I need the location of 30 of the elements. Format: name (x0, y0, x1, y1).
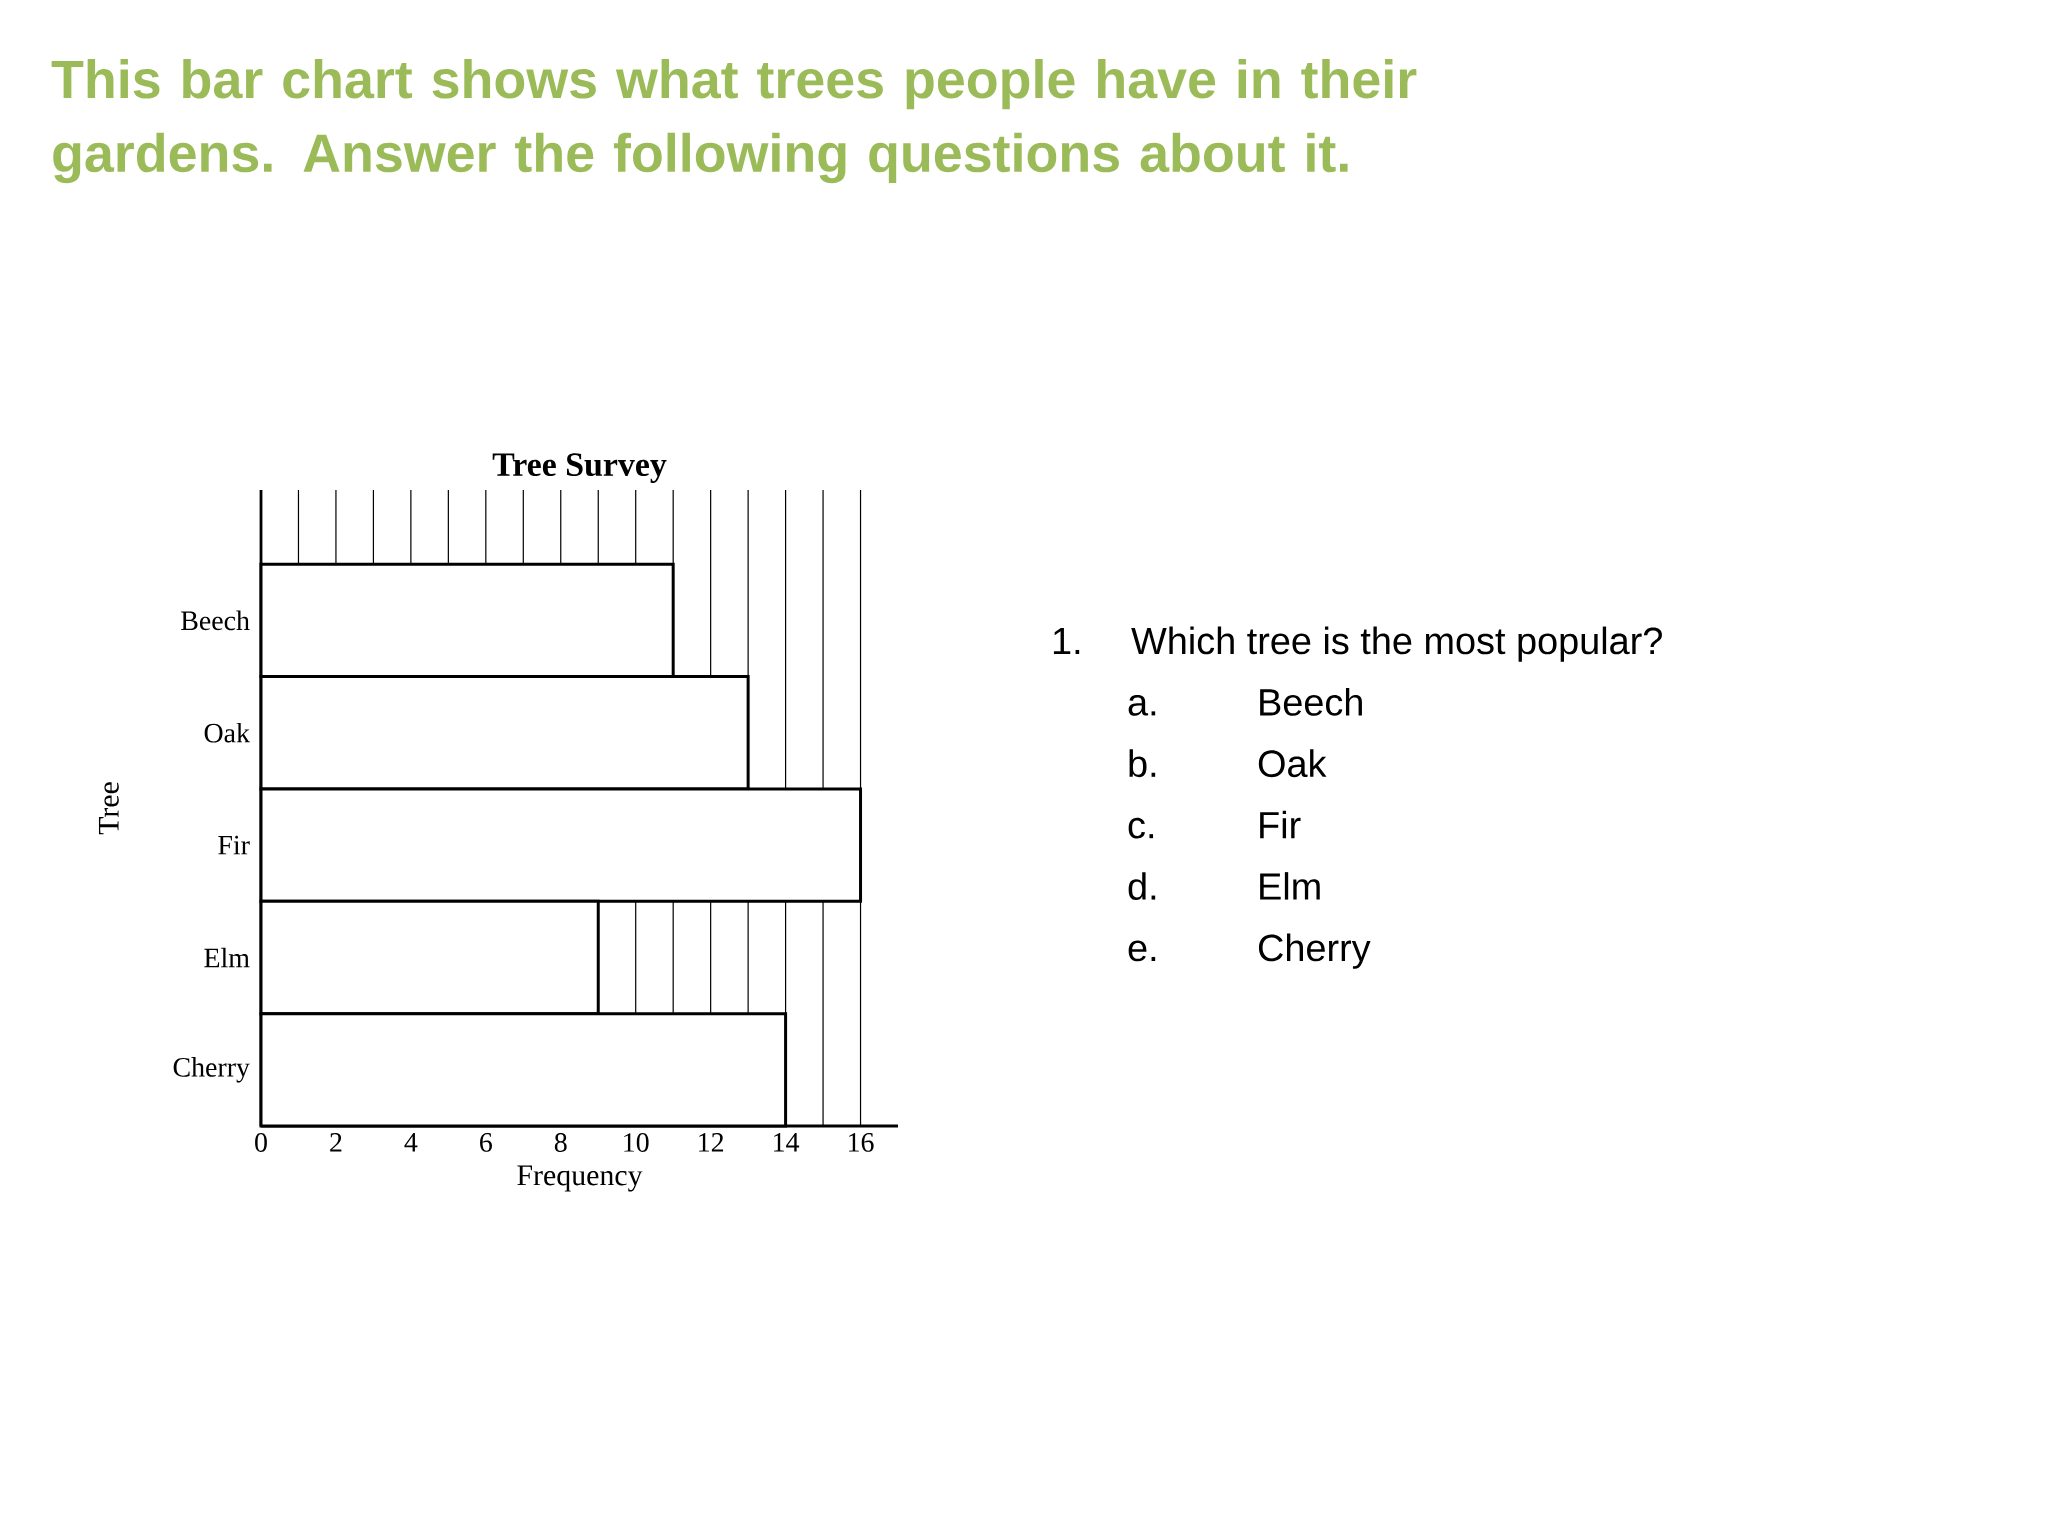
y-axis-title: Tree (98, 782, 119, 835)
text: Fir (1260, 810, 1301, 839)
text: Beech (1260, 687, 1362, 716)
x-tick-label: 16 (849, 1133, 874, 1152)
text: e. (1128, 940, 1156, 962)
x-axis-title: Frequency (517, 1165, 643, 1192)
text: This bar chart shows what trees people have in their gardens. Answer the following questions about it. (51, 59, 1417, 184)
y-tick-label: Oak (204, 722, 250, 743)
y-tick-label: Cherry (173, 1057, 250, 1083)
text: b. (1129, 749, 1156, 778)
text: Oak (1258, 749, 1327, 778)
y-tick-label: Beech (181, 610, 250, 631)
x-tick-label: 14 (774, 1133, 800, 1152)
chart-title: Tree Survey (492, 453, 667, 483)
x-tick-label: 4 (404, 1133, 418, 1152)
x-tick-label: 2 (330, 1133, 342, 1152)
x-tick-label: 0 (255, 1133, 267, 1152)
text: Elm (1260, 872, 1320, 900)
x-tick-label: 6 (480, 1133, 492, 1152)
x-tick-label: 8 (554, 1133, 567, 1152)
x-tick-label: 12 (699, 1133, 724, 1152)
y-tick-label: Fir (218, 835, 250, 855)
text: 1. (1053, 627, 1080, 654)
text: Which tree is the most popular? (1131, 626, 1662, 662)
text: c. (1128, 817, 1154, 839)
x-tick-label: 10 (624, 1133, 649, 1152)
text: d. (1128, 872, 1156, 900)
text: a. (1128, 695, 1156, 716)
y-tick-label: Elm (204, 947, 250, 968)
text: Cherry (1258, 933, 1371, 969)
